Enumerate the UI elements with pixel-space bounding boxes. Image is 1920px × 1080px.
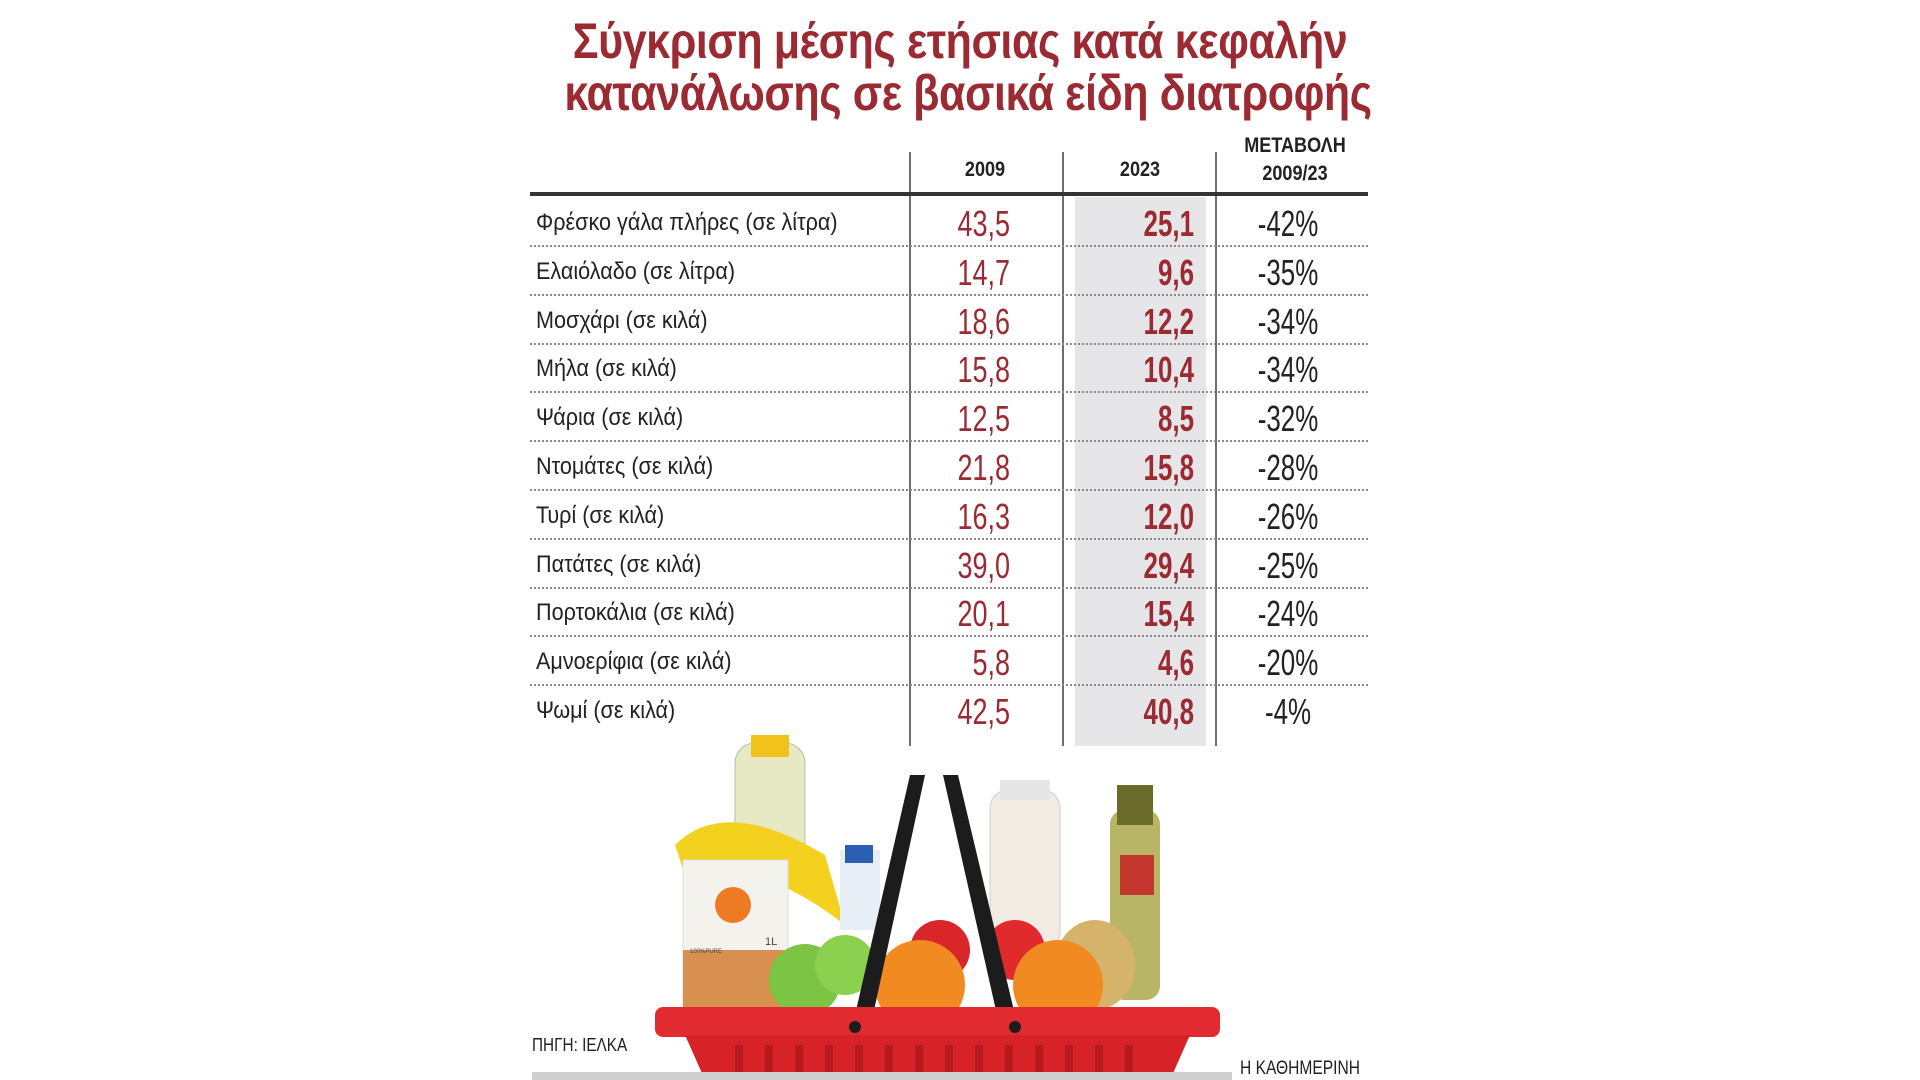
change-percent: -20% (1257, 642, 1319, 684)
change-percent: -25% (1257, 544, 1319, 586)
change-percent: -34% (1257, 349, 1319, 391)
value-2023: 8,5 (1157, 398, 1194, 440)
table-row: Αμνοερίφια (σε κιλά) 5,8 4,6 -20% (530, 638, 1368, 687)
column-divider (1215, 152, 1217, 746)
column-divider (909, 152, 911, 746)
value-2009: 42,5 (957, 691, 1010, 732)
item-label: Ψωμί (σε κιλά) (536, 697, 676, 724)
item-label: Αμνοερίφια (σε κιλά) (536, 648, 732, 676)
change-percent: -42% (1257, 203, 1319, 244)
value-2023: 9,6 (1157, 251, 1194, 293)
value-2023: 29,4 (1143, 544, 1194, 586)
header-change: ΜΕΤΑΒΟΛΗ 2009/23 (1231, 132, 1360, 194)
item-label: Πορτοκάλια (σε κιλά) (536, 599, 735, 627)
value-2023: 40,8 (1143, 691, 1194, 732)
value-2023: 12,0 (1143, 495, 1194, 537)
row-divider (530, 635, 1368, 638)
value-2009: 14,7 (957, 251, 1010, 293)
row-divider (530, 586, 1368, 589)
item-label: Ντομάτες (σε κιλά) (536, 453, 714, 480)
row-divider (530, 440, 1368, 443)
table-row: Ψωμί (σε κιλά) 42,5 40,8 -4% (530, 687, 1368, 735)
value-2023: 15,8 (1143, 447, 1194, 488)
table-row: Ντομάτες (σε κιλά) 21,8 15,8 -28% (530, 443, 1368, 491)
item-label: Μοσχάρι (σε κιλά) (536, 306, 708, 334)
item-label: Ψάρια (σε κιλά) (536, 404, 684, 432)
shopping-basket-icon: 1L 100%PURE (655, 735, 1220, 1080)
footer-bar (532, 1072, 1232, 1080)
table-row: Ψάρια (σε κιλά) 12,5 8,5 -32% (530, 394, 1368, 443)
value-2023: 15,4 (1143, 593, 1194, 635)
item-label: Ελαιόλαδο (σε λίτρα) (536, 257, 736, 285)
value-2009: 43,5 (957, 203, 1010, 244)
change-percent: -24% (1257, 593, 1319, 635)
change-percent: -26% (1257, 495, 1319, 537)
column-divider (1062, 152, 1064, 746)
item-label: Πατάτες (σε κιλά) (536, 550, 702, 578)
header-change-line1: ΜΕΤΑΒΟΛΗ (1244, 134, 1346, 157)
highlight-column-2023 (1075, 197, 1206, 746)
table-row: Μοσχάρι (σε κιλά) 18,6 12,2 -34% (530, 297, 1368, 345)
value-2009: 21,8 (957, 447, 1010, 488)
row-divider (530, 342, 1368, 345)
row-divider (530, 684, 1368, 687)
value-2009: 16,3 (957, 495, 1010, 537)
value-2009: 20,1 (957, 593, 1010, 635)
row-divider (530, 537, 1368, 540)
table-row: Πατάτες (σε κιλά) 39,0 29,4 -25% (530, 541, 1368, 589)
item-label: Φρέσκο γάλα πλήρες (σε λίτρα) (536, 209, 838, 236)
row-divider (530, 293, 1368, 296)
change-percent: -32% (1257, 398, 1319, 440)
header-2009: 2009 (964, 158, 1006, 181)
value-2009: 5,8 (972, 642, 1010, 684)
change-percent: -4% (1264, 691, 1312, 732)
value-2009: 18,6 (957, 300, 1010, 342)
svg-text:100%PURE: 100%PURE (690, 949, 722, 955)
source-note: ΠΗΓΗ: ΙΕΛΚΑ (532, 1035, 628, 1055)
row-divider (530, 391, 1368, 394)
value-2009: 12,5 (957, 398, 1010, 440)
value-2009: 39,0 (957, 544, 1010, 586)
chart-title-line-2: κατανάλωσης σε βασικά είδη διατροφής (564, 65, 1372, 121)
header-change-line2: 2009/23 (1262, 162, 1328, 185)
item-label: Μήλα (σε κιλά) (536, 355, 677, 383)
publisher-brand: Η ΚΑΘΗΜΕΡΙΝΗ (1240, 1058, 1361, 1079)
change-percent: -35% (1257, 251, 1319, 293)
table-row: Φρέσκο γάλα πλήρες (σε λίτρα) 43,5 25,1 -42… (530, 199, 1368, 247)
value-2023: 25,1 (1143, 203, 1194, 244)
row-divider (530, 489, 1368, 491)
table-row: Μήλα (σε κιλά) 15,8 10,4 -34% (530, 345, 1368, 394)
table-row: Ελαιόλαδο (σε λίτρα) 14,7 9,6 -35% (530, 248, 1368, 296)
value-2023: 12,2 (1143, 300, 1194, 342)
svg-text:1L: 1L (765, 936, 777, 948)
header-rule (530, 192, 1368, 196)
value-2023: 10,4 (1143, 349, 1194, 391)
row-divider (530, 245, 1368, 247)
chart-title-line-1: Σύγκριση μέσης ετήσιας κατά κεφαλήν (572, 13, 1348, 69)
table-row: Τυρί (σε κιλά) 16,3 12,0 -26% (530, 492, 1368, 540)
table-row: Πορτοκάλια (σε κιλά) 20,1 15,4 -24% (530, 589, 1368, 638)
item-label: Τυρί (σε κιλά) (536, 501, 665, 529)
value-2009: 15,8 (957, 349, 1010, 391)
header-2023: 2023 (1119, 158, 1161, 181)
change-percent: -28% (1257, 447, 1319, 488)
value-2023: 4,6 (1157, 642, 1194, 684)
change-percent: -34% (1257, 300, 1319, 342)
